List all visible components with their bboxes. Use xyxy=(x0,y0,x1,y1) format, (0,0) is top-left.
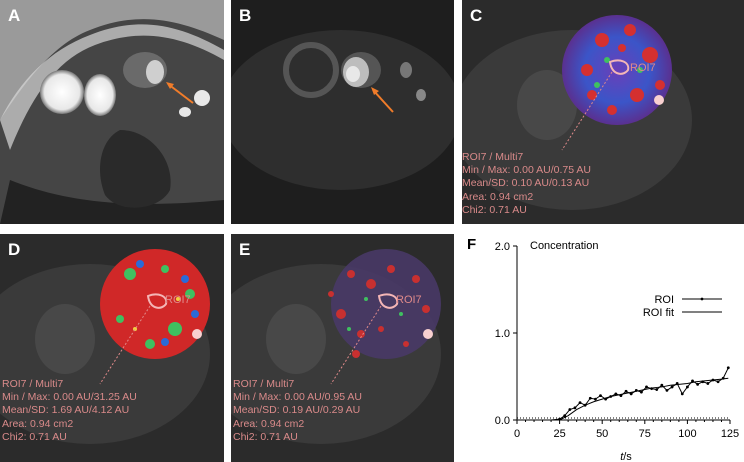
stats-line: ROI7 / Multi7 xyxy=(2,378,64,390)
roi-data-point xyxy=(716,380,720,384)
concentration-chart: Concentration 0 25 50 75 100 125 0.0 1.0 2.0 ROIR… xyxy=(495,240,739,462)
roi-data-point xyxy=(629,392,633,396)
x-tick-label: 100 xyxy=(678,428,696,440)
chart-title: Concentration xyxy=(530,240,599,252)
x-tick-label: 125 xyxy=(721,428,739,440)
roi-data-point xyxy=(593,397,597,401)
roi-data-point xyxy=(665,389,669,392)
panel-a-image: A xyxy=(0,0,224,224)
x-axis-label: t/s xyxy=(620,451,632,462)
panel-e-image: E ROI7 ROI7 / Multi7 Min / Max: 0.00 AU/… xyxy=(231,234,454,462)
roi-data-point xyxy=(696,382,700,386)
panel-c-stats: ROI7 / Multi7 Min / Max: 0.00 AU/0.75 AU… xyxy=(462,151,591,217)
stats-line: Mean/SD: 1.69 AU/4.12 AU xyxy=(2,404,130,417)
stats-line: Area: 0.94 cm2 xyxy=(462,190,534,203)
roi-data-point xyxy=(655,388,659,391)
panel-a-mri-scan xyxy=(0,0,224,224)
legend-label-roi-fit: ROI fit xyxy=(643,307,674,319)
roi-data-point xyxy=(639,390,643,394)
x-tick-label: 75 xyxy=(639,428,651,440)
x-tick-label: 25 xyxy=(553,428,565,440)
roi-data-point xyxy=(691,379,694,383)
panel-d-image: D ROI7 ROI7 / Multi7 Min / Max: 0.00 AU/… xyxy=(0,234,224,462)
roi-data-point xyxy=(726,366,730,370)
stats-line: ROI7 / Multi7 xyxy=(462,151,524,163)
roi-data-point xyxy=(568,408,572,411)
stats-line: Chi2: 0.71 AU xyxy=(233,430,298,443)
panel-a-letter: A xyxy=(8,6,21,25)
stats-line: Mean/SD: 0.19 AU/0.29 AU xyxy=(233,404,361,417)
roi-data-point xyxy=(680,392,684,396)
x-tick-label: 0 xyxy=(514,428,520,440)
roi-data-point xyxy=(686,385,689,389)
series-line-roi-fit xyxy=(517,377,729,421)
stats-line: Mean/SD: 0.10 AU/0.13 AU xyxy=(462,177,590,190)
x-axis-label-unit: /s xyxy=(623,451,632,462)
panel-f-letter: F xyxy=(467,236,477,253)
panel-d-letter: D xyxy=(8,240,21,259)
y-tick-label: 0.0 xyxy=(495,415,510,427)
roi-data-point xyxy=(599,394,602,398)
roi-data-point xyxy=(670,385,674,389)
panel-e-parametric-map xyxy=(231,234,454,462)
stats-line: Min / Max: 0.00 AU/0.95 AU xyxy=(233,391,362,404)
panel-e-roi-label: ROI7 xyxy=(396,294,422,306)
panel-b-letter: B xyxy=(239,6,252,25)
panel-d-roi-label: ROI7 xyxy=(165,294,191,306)
roi-data-point xyxy=(578,401,582,404)
stats-line: Area: 0.94 cm2 xyxy=(2,417,74,430)
y-tick-label: 1.0 xyxy=(495,328,510,340)
stats-line: Chi2: 0.71 AU xyxy=(2,430,67,443)
panel-b-mri-scan xyxy=(231,0,454,224)
legend-marker-roi xyxy=(700,297,704,301)
stats-line: Area: 0.94 cm2 xyxy=(233,417,305,430)
roi-data-point xyxy=(706,382,710,385)
panel-c-letter: C xyxy=(470,6,483,25)
stats-line: Min / Max: 0.00 AU/31.25 AU xyxy=(2,391,137,404)
panel-c-roi-label: ROI7 xyxy=(630,62,656,74)
panel-b-image: B xyxy=(231,0,454,224)
panel-d-parametric-map xyxy=(0,234,224,462)
roi-data-point xyxy=(624,389,628,393)
roi-data-point xyxy=(660,383,664,387)
panel-d-stats: ROI7 / Multi7 Min / Max: 0.00 AU/31.25 A… xyxy=(2,378,137,444)
x-axis-label-var: t xyxy=(620,451,624,462)
roi-data-point xyxy=(645,385,648,389)
y-tick-label: 2.0 xyxy=(495,241,510,253)
panel-c-parametric-map xyxy=(462,0,744,224)
stats-line: ROI7 / Multi7 xyxy=(233,378,295,390)
roi-data-point xyxy=(573,406,577,410)
stats-line: Chi2: 0.71 AU xyxy=(462,203,527,216)
panel-e-letter: E xyxy=(239,240,251,259)
panel-e-stats: ROI7 / Multi7 Min / Max: 0.00 AU/0.95 AU… xyxy=(233,378,362,444)
roi-data-point xyxy=(563,414,567,418)
roi-data-point xyxy=(614,392,618,396)
legend-label-roi: ROI xyxy=(654,294,674,306)
stats-line: Min / Max: 0.00 AU/0.75 AU xyxy=(462,164,591,177)
x-tick-label: 50 xyxy=(596,428,608,440)
panel-c-image: C ROI7 ROI7 / Multi7 Min / Max: 0.00 AU/… xyxy=(462,0,744,224)
roi-data-point xyxy=(588,396,592,400)
